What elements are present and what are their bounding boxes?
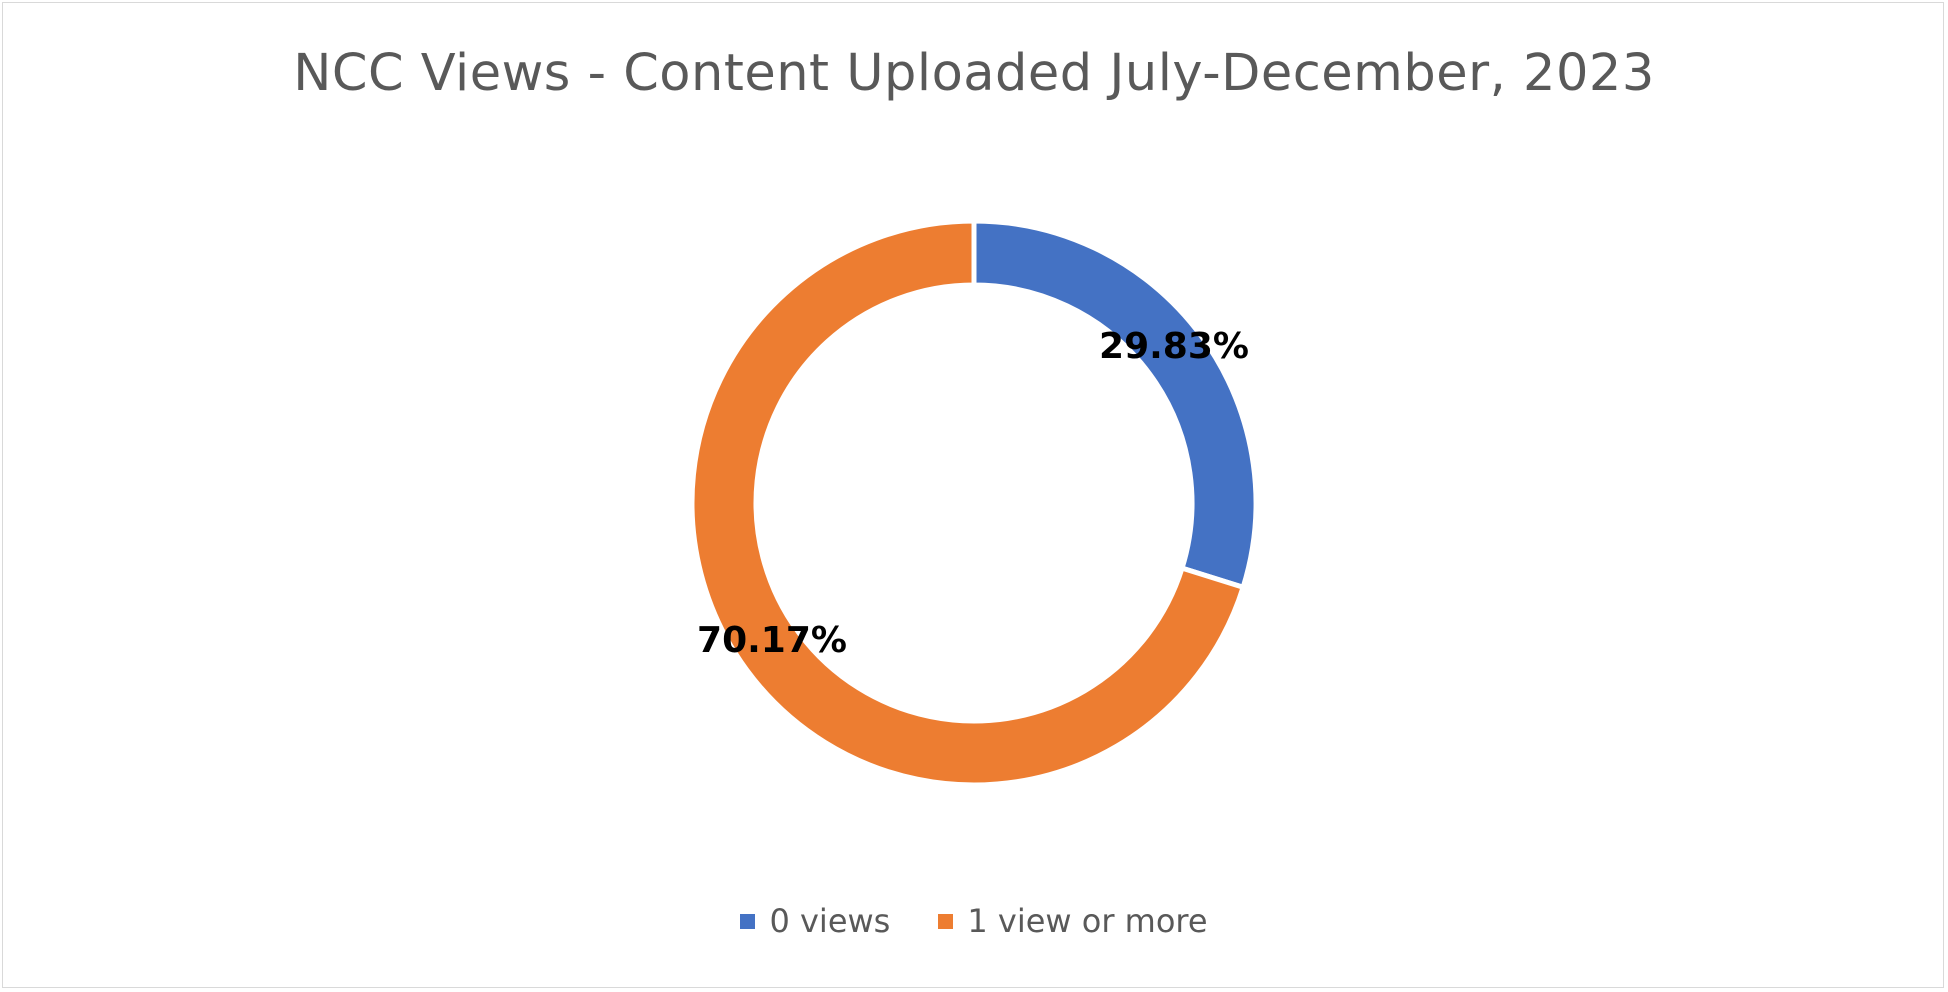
donut-slice-0-views	[971, 218, 1259, 591]
legend-item-0-views: 0 views	[740, 902, 890, 940]
chart-legend: 0 views 1 view or more	[0, 902, 1948, 940]
donut-slice-1-view-or-more	[689, 218, 1247, 788]
chart-title: NCC Views - Content Uploaded July-Decemb…	[293, 44, 1655, 103]
legend-label-1-view-or-more: 1 view or more	[967, 902, 1208, 940]
data-label-1-view-or-more: 70.17%	[697, 620, 847, 661]
legend-item-1-view-or-more: 1 view or more	[938, 902, 1208, 940]
legend-label-0-views: 0 views	[769, 902, 891, 940]
legend-swatch-0-views	[740, 913, 756, 929]
legend-swatch-1-view-or-more	[938, 913, 954, 929]
data-label-0-views: 29.83%	[1099, 326, 1249, 367]
